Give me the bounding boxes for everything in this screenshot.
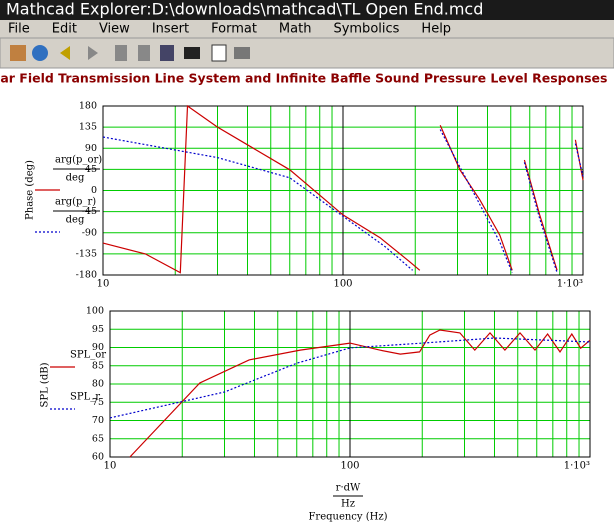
toolbar-icons [10,44,250,62]
y-tick-label: -180 [76,270,97,281]
y-tick-label: 80 [92,379,104,390]
x-tick-label: 1·10³ [564,461,590,472]
x-axis-unit: Hz [341,499,355,510]
y-tick-label: 180 [79,101,97,112]
series-line [102,129,584,273]
print-button[interactable] [234,47,250,59]
heading: Far Field Transmission Line System and I… [0,71,607,86]
y-tick-label: -90 [82,227,97,238]
series-line [102,104,584,274]
window-title: Mathcad Explorer:D:\downloads\mathcad\TL… [6,0,483,19]
menu-item[interactable]: File [8,22,30,37]
y-axis-label: Phase (deg) [25,160,36,220]
y-tick-label: -135 [76,248,97,259]
y-tick-label: 0 [91,185,97,196]
y-tick-label: 75 [92,397,104,408]
menu-item[interactable]: Help [421,22,451,37]
menu-item[interactable]: Format [211,22,257,37]
legend-label: SPL_or [70,350,106,361]
page-button[interactable] [115,45,127,61]
legend-unit: deg [66,173,85,184]
menu-item[interactable]: Edit [52,22,77,37]
y-tick-label: 135 [79,122,97,133]
x-tick-label: 10 [97,279,110,290]
x-axis-label-top: r·dW [336,483,361,494]
y-tick-label: 90 [92,342,104,353]
y-axis-label: SPL (dB) [40,362,51,407]
menu-item[interactable]: Symbolics [333,22,399,37]
menu-item[interactable]: Insert [152,22,189,37]
menu-bar [0,20,614,38]
book-button[interactable] [160,45,174,61]
back-button[interactable] [60,46,70,60]
x-tick-label: 1·10³ [557,279,583,290]
y-tick-label: 70 [92,415,104,426]
y-tick-label: 95 [92,324,104,335]
y-tick-label: -45 [82,206,97,217]
plot-frame [109,310,591,458]
y-tick-label: 100 [86,306,104,317]
find-button[interactable] [184,47,200,59]
x-axis-label: Frequency (Hz) [308,512,387,523]
legend-label: arg(p_or) [55,155,102,166]
y-tick-label: 65 [92,433,104,444]
plot-frame [102,105,584,276]
x-tick-label: 100 [340,461,359,472]
home-button[interactable] [10,45,26,61]
page-button[interactable] [138,45,150,61]
legend-label: arg(p_r) [55,197,96,208]
forward-button[interactable] [88,46,98,60]
menu-item[interactable]: View [99,22,130,37]
series-line [109,337,591,419]
y-tick-label: 90 [85,143,97,154]
y-tick-label: 85 [92,360,104,371]
copy-button[interactable] [211,44,227,62]
web-button[interactable] [32,45,48,61]
legend-unit: deg [66,215,85,226]
x-tick-label: 100 [333,279,352,290]
y-tick-label: 60 [92,452,104,463]
series-line [129,329,591,458]
title-bar [0,0,614,20]
legend-label: SPL_r [70,392,100,403]
x-tick-label: 10 [104,461,117,472]
toolbar [0,37,614,69]
menu-item[interactable]: Math [279,22,312,37]
